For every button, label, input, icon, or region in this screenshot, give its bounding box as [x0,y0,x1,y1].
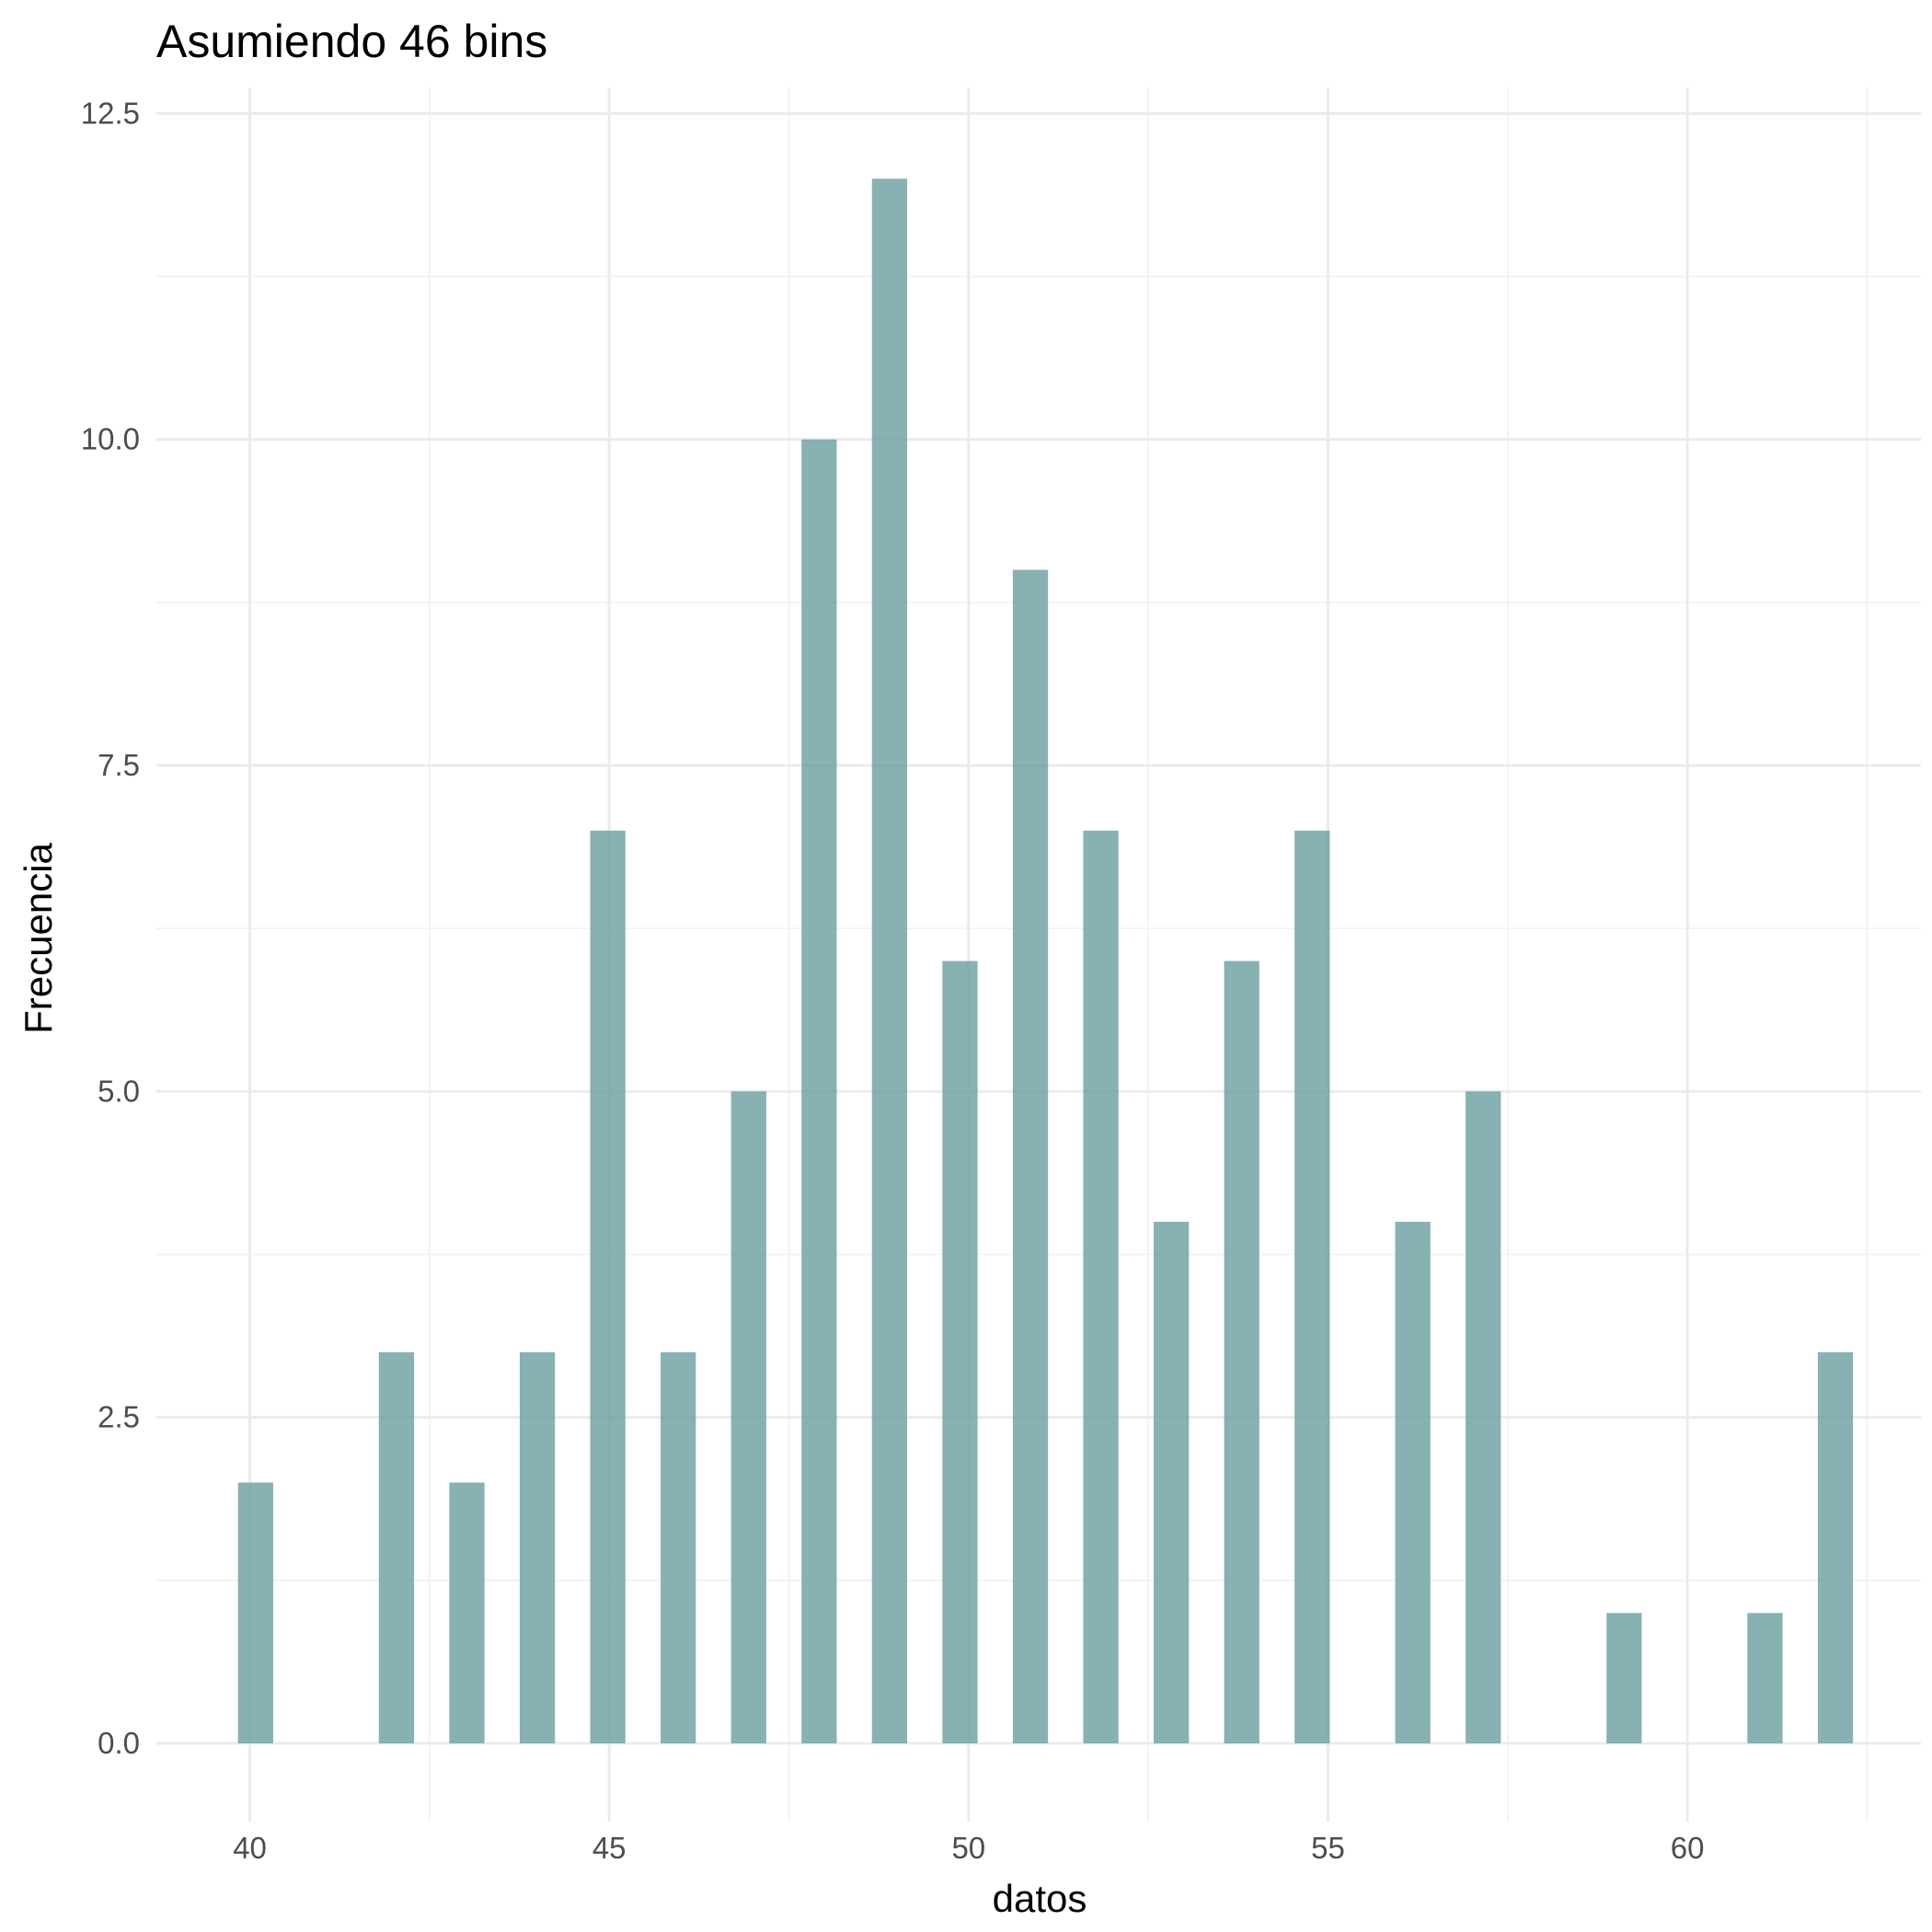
histogram-bar [1606,1613,1642,1743]
histogram-bar [1012,569,1049,1743]
histogram-bar [1224,960,1259,1743]
histogram-bar [1154,1222,1190,1743]
y-tick-label: 5.0 [98,1074,140,1108]
histogram-bar [801,439,837,1743]
histogram-bar [449,1482,485,1743]
histogram-bar [871,178,908,1743]
x-tick-label: 60 [1671,1831,1705,1865]
histogram-bar [1466,1091,1501,1743]
y-axis-title: Frecuencia [17,842,60,1033]
y-tick-label: 10.0 [81,422,140,456]
histogram-bar [237,1482,273,1743]
y-tick-label: 2.5 [98,1400,140,1434]
histogram-bar [519,1351,556,1743]
y-tick-label: 0.0 [98,1726,140,1760]
bars [237,178,1854,1743]
histogram-bar [1747,1613,1783,1743]
histogram-bar [730,1091,766,1743]
y-tick-label: 12.5 [81,96,140,130]
histogram-bar [590,830,626,1743]
histogram-bar [942,960,978,1743]
x-tick-label: 50 [951,1831,985,1865]
histogram-bar [661,1351,696,1743]
histogram-bar [1083,830,1119,1743]
x-tick-label: 45 [592,1831,627,1865]
x-axis-ticks: 40 45 50 55 60 [233,1831,1704,1865]
chart-title: Asumiendo 46 bins [156,16,547,67]
histogram-bar [1294,830,1330,1743]
x-tick-label: 55 [1311,1831,1345,1865]
histogram-bar [1395,1222,1431,1743]
y-tick-label: 7.5 [98,748,140,782]
histogram-bar [378,1351,415,1743]
histogram-bar [1817,1351,1854,1743]
y-axis-ticks: 0.0 2.5 5.0 7.5 10.0 12.5 [81,96,140,1760]
x-tick-label: 40 [233,1831,267,1865]
x-axis-title: datos [993,1877,1087,1920]
